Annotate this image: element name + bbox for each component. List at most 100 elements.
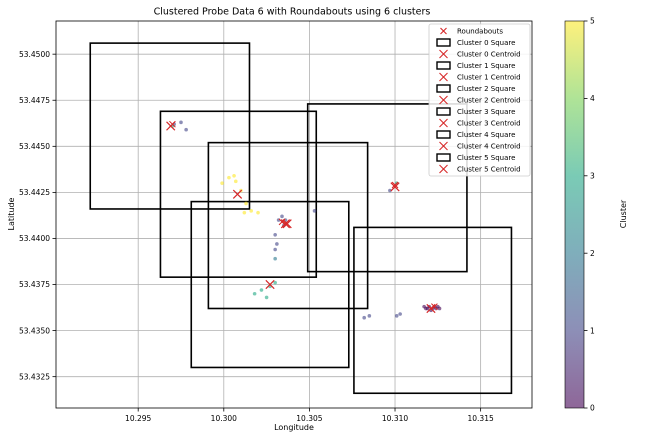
legend-label-3: Cluster 1 Square — [457, 62, 515, 70]
cluster-3-centroid-marker — [280, 219, 291, 229]
legend-square-swatch-1 — [436, 38, 451, 47]
legend-label-12: Cluster 5 Centroid — [457, 166, 521, 174]
cluster-2-square — [190, 200, 350, 369]
x-tick-label-1: 10.300 — [211, 414, 237, 423]
probe-point-23 — [179, 120, 183, 125]
probe-point-9 — [424, 306, 428, 311]
legend-label-10: Cluster 4 Centroid — [457, 143, 521, 151]
colorbar-tick-label-0: 0 — [590, 404, 595, 413]
probe-point-14 — [280, 214, 284, 219]
legend-square-swatch-11 — [436, 153, 451, 162]
legend: Roundabouts Cluster 0 Square Cluster 0 Cen… — [428, 23, 531, 177]
colorbar-ticks: 0 1 2 3 4 5 — [584, 17, 595, 413]
legend-x-swatch-8 — [439, 118, 448, 128]
probe-point-30 — [252, 291, 257, 296]
colorbar-tick-label-3: 3 — [590, 172, 595, 181]
probe-point-37 — [233, 179, 238, 184]
y-tick-label-1: 53.4350 — [19, 326, 50, 335]
cluster-1-centroid-marker — [282, 219, 292, 229]
probe-point-11 — [394, 314, 399, 318]
legend-x-swatch-12 — [439, 164, 448, 174]
legend-x-swatch-10 — [439, 141, 448, 151]
probe-point-13 — [362, 315, 367, 320]
legend-x-swatch-2 — [439, 49, 448, 59]
cluster-3-square — [207, 141, 369, 310]
y-tick-label-6: 53.4475 — [19, 96, 50, 105]
x-axis-ticks: 10.295 10.300 10.305 10.310 10.315 — [125, 408, 494, 423]
probe-point-36 — [232, 174, 236, 178]
cluster-0-centroid-marker — [426, 303, 436, 314]
legend-label-7: Cluster 3 Square — [457, 108, 515, 116]
x-tick-label-2: 10.305 — [296, 414, 322, 423]
legend-label-1: Cluster 0 Square — [457, 39, 515, 47]
probe-point-18 — [275, 242, 279, 246]
cluster-1-square — [306, 103, 468, 273]
legend-label-8: Cluster 3 Centroid — [457, 120, 521, 128]
probe-point-27 — [273, 280, 277, 285]
probe-point-10 — [398, 312, 402, 316]
legend-label-5: Cluster 2 Square — [457, 85, 515, 93]
cluster-5-centroid-marker — [232, 189, 243, 199]
legend-x-swatch-6 — [439, 95, 448, 105]
legend-x-swatch-4 — [439, 72, 448, 82]
cluster-squares — [89, 42, 513, 395]
y-tick-label-3: 53.4400 — [19, 234, 50, 243]
probe-point-21 — [312, 209, 317, 213]
probe-point-17 — [273, 232, 277, 237]
colorbar-tick-label-4: 4 — [590, 94, 595, 103]
legend-label-2: Cluster 0 Centroid — [457, 51, 521, 59]
colorbar-tick-label-2: 2 — [590, 249, 595, 258]
probe-point-25 — [184, 127, 188, 132]
x-tick-label-0: 10.295 — [125, 414, 151, 423]
legend-label-0: Roundabouts — [457, 28, 503, 36]
legend-square-swatch-5 — [436, 84, 451, 93]
legend-square-swatch-9 — [436, 130, 451, 139]
y-tick-label-4: 53.4425 — [19, 188, 50, 197]
roundabout-marker-3 — [431, 303, 438, 310]
cluster-5-square — [159, 110, 318, 278]
roundabout-marker-extra — [390, 182, 400, 192]
probe-point-41 — [256, 210, 260, 215]
probe-point-42 — [242, 210, 247, 215]
x-tick-label-3: 10.310 — [382, 414, 408, 423]
probe-point-26 — [273, 256, 277, 261]
probe-point-35 — [227, 175, 231, 180]
centroid-markers — [166, 121, 436, 314]
probe-point-40 — [249, 209, 253, 213]
colorbar-label: Cluster — [619, 199, 628, 228]
x-axis-label: Longitude — [274, 423, 314, 432]
plot-frame — [55, 20, 533, 409]
x-tick-label-4: 10.315 — [468, 414, 494, 423]
y-axis-ticks: 53.4325 53.4350 53.4375 53.4400 53.4425 53.44… — [19, 50, 56, 381]
probe-point-22 — [388, 188, 392, 193]
probe-point-29 — [259, 288, 264, 292]
legend-label-4: Cluster 1 Centroid — [457, 74, 521, 82]
legend-label-9: Cluster 4 Square — [457, 131, 515, 139]
legend-label-6: Cluster 2 Centroid — [457, 97, 521, 105]
probe-point-12 — [367, 314, 372, 318]
legend-square-swatch-7 — [436, 107, 451, 116]
chart-title: Clustered Probe Data 6 with Roundabouts … — [154, 7, 431, 18]
colorbar: 0 1 2 3 4 5 Cluster — [564, 17, 628, 413]
cluster-0-square — [353, 226, 513, 395]
y-tick-label-2: 53.4375 — [19, 280, 50, 289]
colorbar-gradient — [564, 20, 585, 409]
probe-point-19 — [273, 247, 277, 252]
probe-point-34 — [220, 181, 224, 185]
cluster-4-centroid-marker — [166, 121, 176, 131]
colorbar-tick-label-5: 5 — [590, 17, 595, 26]
legend-label-11: Cluster 5 Square — [457, 154, 515, 162]
legend-x-swatch-0 — [440, 27, 447, 35]
roundabout-marker-2 — [391, 181, 399, 189]
probe-point-6 — [437, 306, 442, 311]
y-axis-label: Latitude — [7, 197, 16, 230]
y-tick-label-0: 53.4325 — [19, 372, 50, 381]
probe-point-39 — [244, 201, 248, 206]
y-tick-label-7: 53.4500 — [19, 50, 50, 59]
colorbar-tick-label-1: 1 — [590, 326, 595, 335]
probe-point-31 — [264, 295, 269, 300]
cluster-4-square — [89, 42, 251, 210]
legend-square-swatch-3 — [436, 61, 451, 70]
legend-box — [428, 23, 531, 177]
